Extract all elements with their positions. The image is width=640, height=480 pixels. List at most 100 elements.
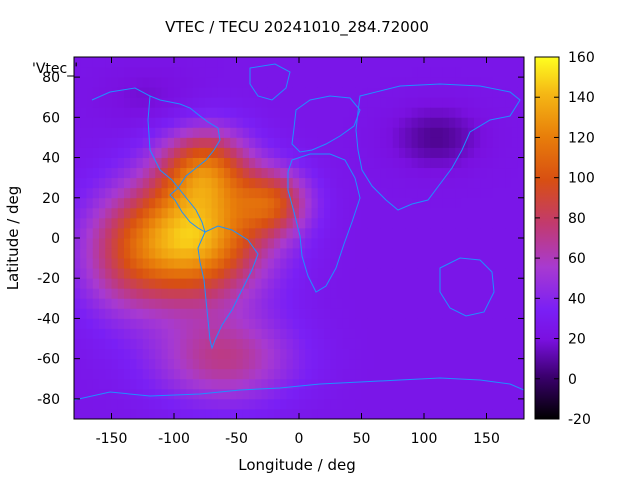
- heatmap-cell: [317, 107, 325, 118]
- heatmap-cell: [392, 368, 400, 380]
- heatmap-cell: [436, 177, 444, 189]
- heatmap-cell: [136, 278, 144, 289]
- heatmap-cell: [299, 378, 306, 390]
- heatmap-cell: [399, 238, 406, 249]
- heatmap-cell: [336, 177, 344, 189]
- heatmap-cell: [474, 207, 481, 219]
- heatmap-cell: [361, 358, 369, 370]
- heatmap-cell: [399, 117, 406, 128]
- heatmap-cell: [336, 117, 344, 128]
- heatmap-cell: [399, 97, 406, 108]
- heatmap-cell: [180, 67, 187, 78]
- heatmap-cell: [436, 207, 444, 219]
- heatmap-cell: [111, 328, 119, 339]
- heatmap-cell: [236, 57, 244, 68]
- heatmap-cell: [224, 298, 231, 309]
- heatmap-cell: [317, 217, 325, 229]
- heatmap-cell: [424, 358, 431, 370]
- heatmap-cell: [511, 268, 519, 279]
- heatmap-cell: [424, 388, 431, 400]
- heatmap-cell: [155, 368, 162, 380]
- heatmap-cell: [505, 268, 512, 279]
- heatmap-cell: [167, 358, 175, 370]
- heatmap-cell: [280, 187, 287, 199]
- heatmap-cell: [274, 57, 281, 68]
- heatmap-cell: [92, 207, 100, 219]
- heatmap-cell: [136, 348, 144, 360]
- heatmap-cell: [461, 147, 469, 158]
- heatmap-cell: [230, 238, 237, 249]
- heatmap-cell: [492, 398, 500, 410]
- heatmap-cell: [180, 117, 187, 128]
- heatmap-cell: [399, 217, 406, 229]
- heatmap-cell: [105, 238, 112, 249]
- heatmap-cell: [224, 398, 231, 410]
- heatmap-cell: [380, 348, 387, 360]
- heatmap-cell: [517, 77, 524, 88]
- heatmap-cell: [305, 227, 312, 239]
- heatmap-cell: [255, 378, 262, 390]
- heatmap-cell: [192, 378, 200, 390]
- heatmap-cell: [424, 167, 431, 179]
- heatmap-cell: [80, 388, 87, 400]
- heatmap-cell: [411, 57, 419, 68]
- heatmap-cell: [86, 147, 94, 158]
- heatmap-cell: [105, 408, 112, 419]
- heatmap-cell: [342, 268, 350, 279]
- heatmap-cell: [105, 147, 112, 158]
- heatmap-cell: [474, 398, 481, 410]
- heatmap-cell: [367, 388, 375, 400]
- heatmap-cell: [199, 398, 206, 410]
- heatmap-cell: [205, 137, 212, 148]
- heatmap-cell: [155, 308, 162, 319]
- heatmap-cell: [242, 338, 250, 350]
- heatmap-cell: [342, 197, 350, 209]
- heatmap-cell: [92, 67, 100, 78]
- heatmap-cell: [236, 107, 244, 118]
- heatmap-cell: [230, 378, 237, 390]
- heatmap-cell: [517, 167, 524, 179]
- heatmap-cell: [192, 308, 200, 319]
- heatmap-cell: [274, 117, 281, 128]
- heatmap-cell: [386, 308, 394, 319]
- heatmap-cell: [374, 388, 381, 400]
- heatmap-cell: [267, 77, 275, 88]
- heatmap-cell: [86, 378, 94, 390]
- heatmap-cell: [430, 258, 437, 269]
- heatmap-cell: [430, 127, 437, 138]
- heatmap-cell: [230, 107, 237, 118]
- heatmap-cell: [299, 87, 306, 98]
- heatmap-cell: [449, 388, 456, 400]
- heatmap-cell: [92, 348, 100, 360]
- heatmap-cell: [217, 177, 225, 189]
- heatmap-cell: [317, 97, 325, 108]
- y-tick-label: -80: [37, 392, 60, 408]
- heatmap-cell: [517, 217, 524, 229]
- heatmap-cell: [280, 167, 287, 179]
- heatmap-cell: [205, 197, 212, 209]
- heatmap-cell: [74, 308, 81, 319]
- heatmap-cell: [161, 107, 169, 118]
- heatmap-cell: [192, 368, 200, 380]
- heatmap-cell: [355, 318, 362, 329]
- heatmap-cell: [511, 338, 519, 350]
- heatmap-cell: [374, 127, 381, 138]
- heatmap-cell: [330, 298, 337, 309]
- heatmap-cell: [461, 197, 469, 209]
- heatmap-cell: [324, 117, 331, 128]
- heatmap-cell: [180, 167, 187, 179]
- heatmap-cell: [461, 248, 469, 259]
- heatmap-cell: [117, 338, 125, 350]
- heatmap-cell: [455, 197, 462, 209]
- heatmap-cell: [405, 268, 412, 279]
- heatmap-cell: [292, 157, 300, 169]
- heatmap-cell: [311, 97, 319, 108]
- heatmap-cell: [417, 177, 425, 189]
- heatmap-cell: [80, 197, 87, 209]
- heatmap-cell: [411, 288, 419, 299]
- heatmap-cell: [224, 177, 231, 189]
- heatmap-cell: [417, 117, 425, 128]
- heatmap-cell: [492, 348, 500, 360]
- heatmap-cell: [311, 378, 319, 390]
- heatmap-cell: [480, 207, 487, 219]
